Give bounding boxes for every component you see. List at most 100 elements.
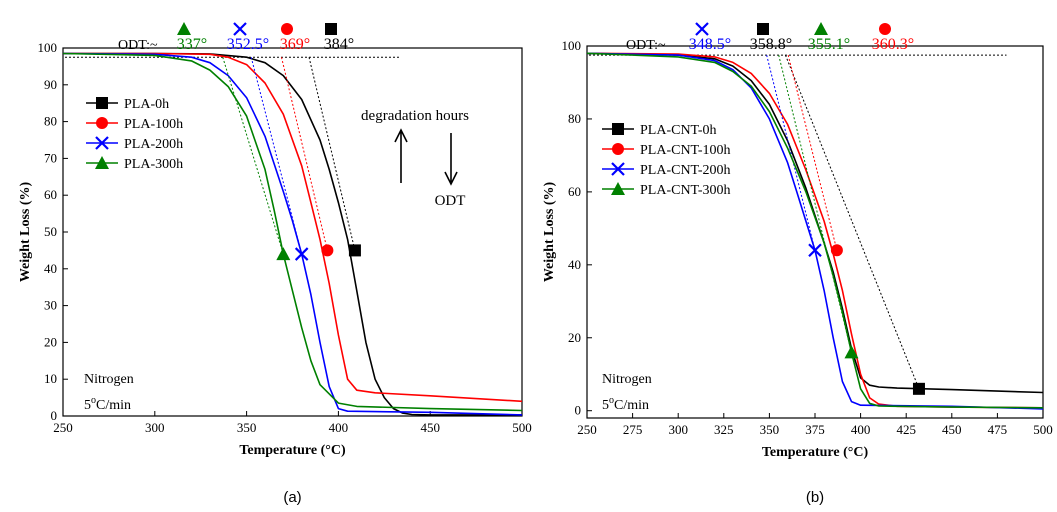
odt-value: 337°: [177, 36, 207, 53]
odt-value: 352.5°: [227, 36, 269, 53]
onset-tangent-2: [766, 54, 816, 251]
x-tick-label: 250: [53, 420, 73, 435]
plot-frame: [586, 45, 1044, 419]
x-tick-label: 350: [760, 422, 780, 437]
series-line-2: [62, 52, 523, 416]
y-axis-label: Weight Loss (%): [542, 181, 557, 282]
legend-label: PLA-300h: [124, 157, 183, 172]
series-marker-0: [348, 244, 361, 257]
onset-tangent-3: [222, 57, 284, 255]
y-tick-label: 40: [44, 261, 57, 276]
series-line-0: [586, 52, 1044, 394]
x-tick-label: 400: [851, 422, 871, 437]
odt-value: 358.8°: [750, 36, 792, 53]
chart-panel-a: 250 300 350 400 450 500 0 10 20 30 40 50 60 70 80 90 100…: [18, 22, 532, 506]
y-tick-label: 10: [44, 371, 57, 386]
y-tick-label: 100: [38, 40, 58, 55]
y-tick-label: 30: [44, 298, 57, 313]
odt-marker: [177, 22, 191, 35]
condition-rate: 5oC/min: [84, 395, 131, 413]
condition-rate-unit: C/min: [614, 398, 649, 413]
y-axis-label: Weight Loss (%): [18, 181, 33, 282]
y-tick-label: 40: [568, 257, 581, 272]
up-arrow-icon: [394, 128, 408, 183]
y-tick-label: 0: [575, 403, 582, 418]
annotation-odt: ODT: [435, 193, 466, 209]
y-tick-label: 0: [51, 408, 58, 423]
onset-tangent-1: [787, 54, 838, 251]
series-line-1: [63, 52, 523, 403]
odt-marker: [814, 22, 828, 35]
y-tick-label: 60: [568, 184, 581, 199]
panel-caption: (b): [806, 489, 824, 506]
odt-prefix: ODT:~: [118, 38, 158, 53]
x-tick-label: 325: [714, 422, 734, 437]
series-marker-1: [321, 244, 334, 257]
legend-label: PLA-0h: [124, 97, 169, 112]
odt-value: 360.3°: [872, 36, 914, 53]
onset-tangent-2: [250, 57, 303, 255]
y-tick-label: 50: [44, 224, 57, 239]
x-tick-label: 250: [577, 422, 597, 437]
odt-prefix: ODT:~: [626, 38, 666, 53]
legend-label: PLA-CNT-100h: [640, 143, 731, 158]
x-tick-label: 475: [988, 422, 1008, 437]
condition-gas: Nitrogen: [84, 372, 134, 387]
legend-marker: [611, 162, 625, 176]
down-arrow-icon: [444, 133, 458, 186]
x-tick-label: 425: [896, 422, 916, 437]
onset-tangent-3: [778, 54, 852, 353]
y-tick-label: 20: [44, 334, 57, 349]
chart-panel-b: 250 275 300 325 350 375 400 425 450 475 500 0 20 40 60…: [542, 22, 1053, 506]
x-tick-label: 350: [237, 420, 257, 435]
legend-marker: [612, 143, 624, 155]
condition-rate-value: 5: [602, 398, 609, 413]
y-tick-label: 80: [568, 111, 581, 126]
series-line-3: [586, 52, 1044, 409]
legend-marker: [95, 136, 109, 150]
series-line-2: [586, 52, 1044, 410]
legend-marker: [96, 117, 108, 129]
y-tick-label: 80: [44, 114, 57, 129]
x-tick-label: 300: [145, 420, 165, 435]
y-tick-label: 90: [44, 77, 57, 92]
odt-value: 348.5°: [689, 36, 731, 53]
legend-label: PLA-CNT-0h: [640, 123, 717, 138]
series-marker-2: [294, 247, 309, 261]
x-axis-label: Temperature (°C): [239, 443, 346, 458]
x-tick-label: 400: [329, 420, 349, 435]
legend-label: PLA-100h: [124, 117, 183, 132]
onset-tangent-0: [308, 57, 356, 251]
odt-marker: [879, 23, 891, 35]
x-tick-label: 375: [805, 422, 825, 437]
odt-value: 384°: [324, 36, 354, 53]
condition-rate-degree: o: [91, 395, 96, 406]
odt-marker: [233, 22, 247, 36]
odt-marker: [325, 23, 337, 35]
legend-marker: [612, 123, 624, 135]
panel-caption: (a): [283, 489, 301, 506]
legend-label: PLA-200h: [124, 137, 183, 152]
onset-tangent-1: [280, 57, 328, 251]
legend-marker: [95, 156, 109, 169]
condition-rate: 5oC/min: [602, 395, 649, 413]
odt-marker: [695, 22, 709, 36]
x-tick-label: 275: [623, 422, 643, 437]
condition-rate-value: 5: [84, 398, 91, 413]
x-tick-label: 450: [420, 420, 440, 435]
legend-marker: [611, 182, 625, 195]
odt-value: 369°: [280, 36, 310, 53]
x-axis-label: Temperature (°C): [762, 445, 869, 460]
annotation-degradation-hours: degradation hours: [361, 108, 469, 124]
x-tick-label: 450: [942, 422, 962, 437]
odt-value: 355.1°: [808, 36, 850, 53]
y-tick-label: 20: [568, 330, 581, 345]
x-tick-label: 500: [512, 420, 532, 435]
x-tick-label: 300: [668, 422, 688, 437]
condition-gas: Nitrogen: [602, 372, 652, 387]
x-tick-label: 500: [1033, 422, 1053, 437]
y-tick-label: 70: [44, 150, 57, 165]
legend-label: PLA-CNT-300h: [640, 183, 731, 198]
odt-marker: [281, 23, 293, 35]
